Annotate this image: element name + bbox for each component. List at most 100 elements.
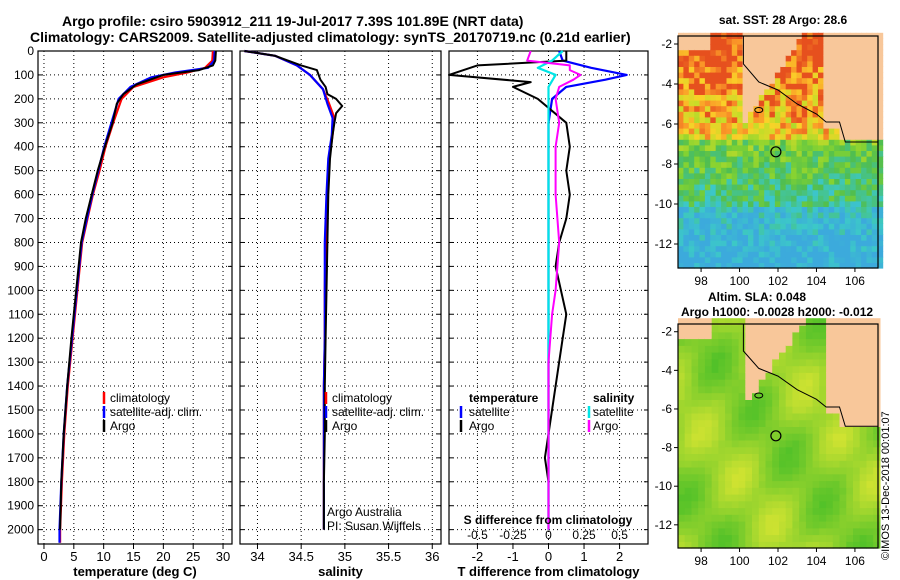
map-cell — [742, 144, 749, 151]
map-cell — [752, 406, 760, 414]
map-cell — [844, 234, 851, 241]
map-cell — [792, 453, 800, 461]
map-cell — [765, 385, 773, 394]
legend-label: climatology — [110, 391, 170, 405]
map-cell — [873, 372, 881, 380]
map-cell — [725, 493, 733, 502]
map-cell — [823, 245, 830, 252]
map-cell — [711, 433, 719, 441]
map-cell — [721, 94, 728, 101]
map-cell — [792, 426, 800, 434]
map-cell — [861, 234, 868, 241]
map-cell — [799, 446, 807, 454]
map-cell — [873, 521, 881, 529]
map-cell — [834, 88, 841, 95]
map-cell — [688, 234, 695, 241]
map-cell — [823, 144, 830, 151]
map-cell — [704, 122, 711, 129]
map-cell — [828, 83, 835, 90]
map-cell — [718, 385, 726, 394]
map-cell — [753, 178, 760, 185]
map-cell — [812, 212, 819, 219]
map-cell — [691, 521, 699, 529]
map-cell — [796, 217, 803, 224]
map-cell — [758, 100, 765, 107]
map-cell — [871, 234, 878, 241]
map-cell — [718, 473, 726, 482]
map-cell — [780, 111, 787, 118]
map-cell — [731, 473, 740, 482]
map-cell — [769, 77, 776, 84]
map-cell — [785, 60, 792, 67]
map-cell — [758, 178, 765, 185]
map-cell — [801, 88, 808, 95]
map-cell — [704, 105, 711, 112]
map-cell — [678, 460, 686, 468]
map-cell — [818, 212, 824, 219]
map-cell — [779, 358, 787, 367]
map-cell — [715, 49, 722, 56]
map-cell — [853, 331, 861, 340]
map-cell — [807, 128, 814, 135]
map-cell — [721, 44, 728, 51]
map-cell — [731, 352, 740, 360]
legend-label: Argo — [593, 419, 619, 433]
y-tick-label: 1700 — [7, 451, 34, 465]
map-cell — [718, 480, 726, 488]
map-cell — [694, 44, 701, 51]
map-cell — [839, 44, 846, 51]
map-cell — [715, 111, 722, 118]
map-cell — [861, 144, 868, 151]
map-cell — [818, 144, 824, 151]
map-cell — [725, 521, 733, 529]
map-cell — [873, 358, 881, 367]
map-cell — [873, 318, 881, 326]
map-cell — [765, 527, 773, 536]
map-cell — [769, 212, 776, 219]
map-cell — [812, 122, 819, 129]
map-cell — [772, 500, 780, 509]
map-cell — [731, 49, 738, 56]
map-cell — [725, 527, 733, 536]
map-cell — [745, 480, 753, 488]
map-cell — [846, 338, 854, 346]
map-cell — [704, 345, 713, 353]
map-cell — [877, 223, 884, 230]
map-cell — [877, 206, 884, 213]
map-cell — [737, 111, 744, 118]
map-cell — [799, 379, 807, 387]
map-cell — [710, 200, 717, 207]
map-cell — [871, 100, 878, 107]
map-cell — [715, 256, 722, 263]
map-cell — [834, 212, 841, 219]
map-cell — [871, 122, 878, 129]
map-cell — [772, 541, 780, 549]
map-cell — [823, 212, 830, 219]
map-cell — [791, 122, 798, 129]
map-cell — [758, 345, 767, 353]
map-cell — [839, 77, 846, 84]
map-cell — [839, 399, 847, 407]
map-cell — [850, 133, 857, 140]
map-cell — [846, 419, 854, 427]
map-cell — [807, 240, 814, 247]
map-cell — [844, 240, 851, 247]
map-cell — [774, 139, 781, 146]
map-cell — [785, 167, 792, 174]
map-cell — [748, 156, 754, 163]
map-cell — [745, 446, 753, 454]
map-cell — [791, 189, 798, 196]
map-cell — [801, 105, 808, 112]
map-cell — [721, 111, 728, 118]
map-cell — [826, 473, 834, 482]
map-cell — [698, 500, 706, 509]
map-cell — [866, 325, 874, 333]
map-cell — [785, 161, 792, 168]
map-cell — [715, 139, 722, 146]
map-cell — [769, 128, 776, 135]
map-cell — [694, 172, 701, 179]
map-cell — [731, 150, 738, 157]
map-cell — [710, 139, 717, 146]
map-cell — [834, 100, 841, 107]
